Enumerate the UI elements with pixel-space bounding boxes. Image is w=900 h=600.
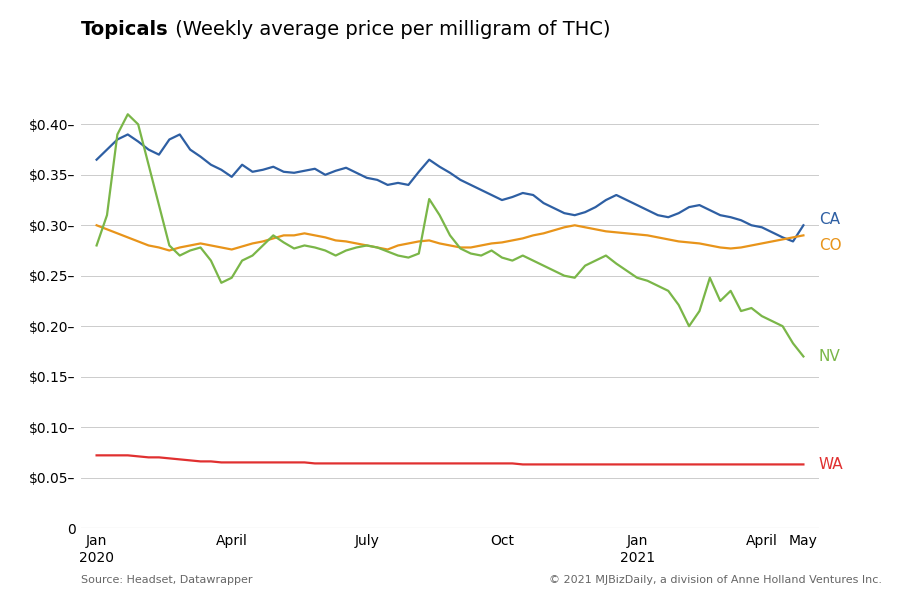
Text: CA: CA <box>819 212 840 227</box>
Text: (Weekly average price per milligram of THC): (Weekly average price per milligram of T… <box>168 20 610 39</box>
Text: Topicals: Topicals <box>81 20 168 39</box>
Text: WA: WA <box>819 457 843 472</box>
Text: © 2021 MJBizDaily, a division of Anne Holland Ventures Inc.: © 2021 MJBizDaily, a division of Anne Ho… <box>549 575 882 585</box>
Text: NV: NV <box>819 349 841 364</box>
Text: Source: Headset, Datawrapper: Source: Headset, Datawrapper <box>81 575 253 585</box>
Text: CO: CO <box>819 238 842 253</box>
